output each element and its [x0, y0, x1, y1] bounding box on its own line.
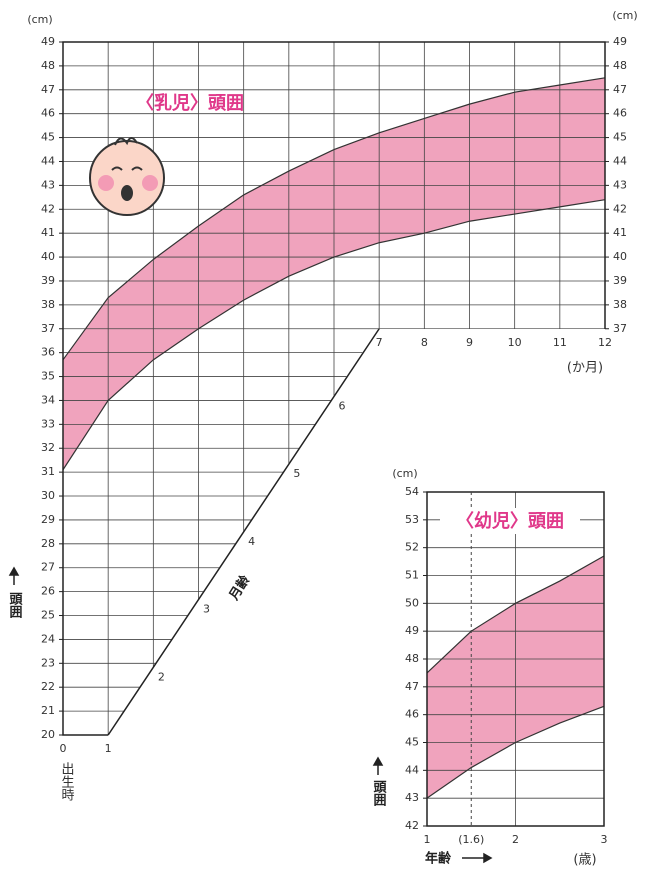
- y-tick-label: 26: [41, 585, 55, 598]
- y-tick-label: 41: [41, 226, 55, 239]
- y-tick-label: 47: [405, 680, 419, 693]
- y-axis-label: 頭囲: [371, 780, 387, 807]
- upper-curve: [426, 555, 605, 674]
- x-tick-label: 5: [293, 467, 300, 480]
- y-tick-label: 37: [41, 322, 55, 335]
- y2-tick-label: 49: [613, 35, 627, 48]
- x-axis-label: 年齢: [425, 851, 452, 867]
- y-tick-label: 51: [405, 569, 419, 582]
- x-unit: (か月): [567, 361, 603, 376]
- marker-label: (1.6): [458, 833, 484, 846]
- y2-tick-label: 37: [613, 322, 627, 335]
- y-tick-label: 44: [41, 154, 55, 167]
- y2-tick-label: 46: [613, 107, 627, 120]
- y-tick-label: 49: [405, 624, 419, 637]
- x-tick-label: 1: [105, 742, 112, 755]
- x-tick-label: 8: [421, 336, 428, 349]
- y-tick-label: 28: [41, 537, 55, 550]
- y2-tick-label: 47: [613, 83, 627, 96]
- y-tick-label: 42: [405, 819, 419, 832]
- y-tick-label: 45: [405, 736, 419, 749]
- x-tick-label: 3: [601, 833, 608, 846]
- x-tick-label: 7: [376, 336, 383, 349]
- y2-tick-label: 41: [613, 226, 627, 239]
- y-tick-label: 52: [405, 541, 419, 554]
- y-tick-label: 54: [405, 485, 419, 498]
- x-tick-label: 2: [512, 833, 519, 846]
- y-tick-label: 40: [41, 250, 55, 263]
- y2-tick-label: 38: [613, 298, 627, 311]
- y-tick-label: 43: [41, 178, 55, 191]
- y-tick-label: 24: [41, 632, 55, 645]
- y-tick-label: 33: [41, 417, 55, 430]
- title-bg: [440, 508, 580, 534]
- x-tick-label: 11: [553, 336, 567, 349]
- y-tick-label: 47: [41, 83, 55, 96]
- baby-face-icon: [89, 137, 165, 216]
- y-tick-label: 32: [41, 441, 55, 454]
- diagonal-axis: [107, 328, 380, 736]
- y-axis-label: 頭囲: [7, 592, 23, 619]
- arrows: [8, 566, 493, 864]
- y-tick-label: 45: [41, 131, 55, 144]
- y-tick-label: 29: [41, 513, 55, 526]
- y-unit: (cm): [392, 467, 417, 480]
- y-tick-label: 22: [41, 680, 55, 693]
- lower-curve: [62, 199, 606, 471]
- y-tick-label: 44: [405, 763, 419, 776]
- y-tick-label: 27: [41, 561, 55, 574]
- axis-frame: [426, 491, 605, 827]
- y-tick-label: 48: [41, 59, 55, 72]
- y-tick-label: 34: [41, 393, 55, 406]
- y-tick-label: 46: [41, 107, 55, 120]
- y-tick-label: 36: [41, 346, 55, 359]
- chart-title: 〈幼児〉頭囲: [456, 510, 564, 532]
- x-tick-label: 6: [339, 399, 346, 412]
- y-tick-label: 25: [41, 609, 55, 622]
- y-tick-label: 48: [405, 652, 419, 665]
- y-unit: (cm): [27, 13, 52, 26]
- x-tick-label: 0: [60, 742, 67, 755]
- y-tick-label: 53: [405, 513, 419, 526]
- chart-title: 〈乳児〉頭囲: [136, 93, 244, 114]
- toddler-chart: 42 43 44 45 46 47 48 49 50 51 52 53 54 (1.6) 1 2 3 〈幼児〉頭囲…: [371, 467, 608, 868]
- x-tick-label: 12: [598, 336, 612, 349]
- lower-curve: [426, 705, 605, 799]
- y2-tick-label: 40: [613, 250, 627, 263]
- y2-tick-label: 48: [613, 59, 627, 72]
- y-tick-label: 35: [41, 370, 55, 383]
- y-tick-label: 49: [41, 35, 55, 48]
- y2-tick-label: 44: [613, 154, 627, 167]
- y-tick-label: 23: [41, 656, 55, 669]
- y2-unit: (cm): [612, 9, 637, 22]
- y2-tick-label: 43: [613, 178, 627, 191]
- upper-curve: [62, 77, 606, 361]
- y2-tick-label: 42: [613, 202, 627, 215]
- y-tick-label: 50: [405, 596, 419, 609]
- x-tick-label: 3: [203, 603, 210, 616]
- y-tick-label: 31: [41, 465, 55, 478]
- y-tick-label: 20: [41, 728, 55, 741]
- x-unit: (歳): [573, 853, 596, 868]
- x-axis-label: 月齢: [225, 572, 253, 604]
- x-tick-label: 10: [508, 336, 522, 349]
- x-origin-label: 出生時: [59, 762, 75, 801]
- x-tick-label: 9: [466, 336, 473, 349]
- y-tick-label: 46: [405, 708, 419, 721]
- y2-tick-label: 39: [613, 274, 627, 287]
- y-tick-label: 42: [41, 202, 55, 215]
- y-tick-label: 30: [41, 489, 55, 502]
- y-tick-label: 43: [405, 791, 419, 804]
- y2-tick-label: 45: [613, 131, 627, 144]
- x-tick-label: 2: [158, 670, 165, 683]
- y-tick-label: 21: [41, 704, 55, 717]
- y-tick-label: 38: [41, 298, 55, 311]
- x-tick-label: 4: [248, 535, 255, 548]
- y-tick-label: 39: [41, 274, 55, 287]
- x-tick-label: 1: [424, 833, 431, 846]
